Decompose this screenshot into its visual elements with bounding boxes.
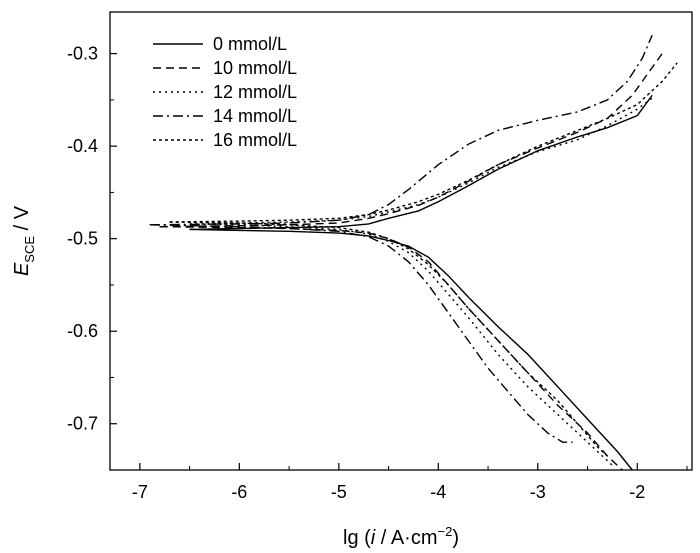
x-axis-title-prefix: lg ( (343, 527, 371, 549)
series-5-cathodic-line (169, 221, 608, 457)
y-tick-label: -0.6 (67, 321, 98, 341)
x-tick-label: -4 (430, 482, 446, 502)
series-1-cathodic-line (189, 228, 633, 471)
y-axis-title-main: E (11, 262, 33, 276)
x-axis-title-italic: i (371, 527, 376, 549)
legend-label: 0 mmol/L (213, 34, 287, 54)
series-4-anodic-line (149, 34, 653, 226)
x-tick-label: -7 (132, 482, 148, 502)
plot-frame (109, 11, 693, 471)
series-5-anodic-line (169, 62, 678, 223)
legend-label: 14 mmol/L (213, 106, 297, 126)
x-tick-label: -5 (331, 482, 347, 502)
series-2-cathodic-line (159, 226, 623, 471)
y-tick-label: -0.7 (67, 414, 98, 434)
x-axis-title-suffix: ) (452, 527, 459, 549)
x-axis-ticks: -7 -6 -5 -4 -3 -2 (132, 463, 688, 502)
y-axis-title-sub: SCE (22, 236, 37, 263)
legend: 0 mmol/L 10 mmol/L 12 mmol/L 14 mmol/L 16 mm… (153, 34, 297, 150)
legend-label: 12 mmol/L (213, 82, 297, 102)
x-axis-title: lg (i / A·cm−2) (343, 524, 459, 549)
x-axis-title-sup: −2 (437, 524, 452, 539)
legend-label: 16 mmol/L (213, 130, 297, 150)
y-tick-label: -0.5 (67, 229, 98, 249)
y-axis-ticks: -0.3 -0.4 -0.5 -0.6 -0.7 (67, 44, 117, 471)
y-tick-label: -0.4 (67, 136, 98, 156)
x-tick-label: -3 (530, 482, 546, 502)
y-axis-title: ESCE / V (11, 205, 37, 276)
x-tick-label: -6 (231, 482, 247, 502)
y-tick-label: -0.3 (67, 44, 98, 64)
legend-label: 10 mmol/L (213, 58, 297, 78)
series-1-anodic-line (189, 94, 653, 231)
series-4-cathodic-line (149, 224, 573, 443)
y-axis-title-suffix: / V (11, 205, 33, 236)
series-2-anodic-line (159, 53, 663, 228)
x-axis-title-middle: / A·cm (375, 527, 437, 549)
series-layer (149, 34, 678, 471)
series-3-cathodic-line (189, 223, 613, 466)
x-tick-label: -2 (629, 482, 645, 502)
